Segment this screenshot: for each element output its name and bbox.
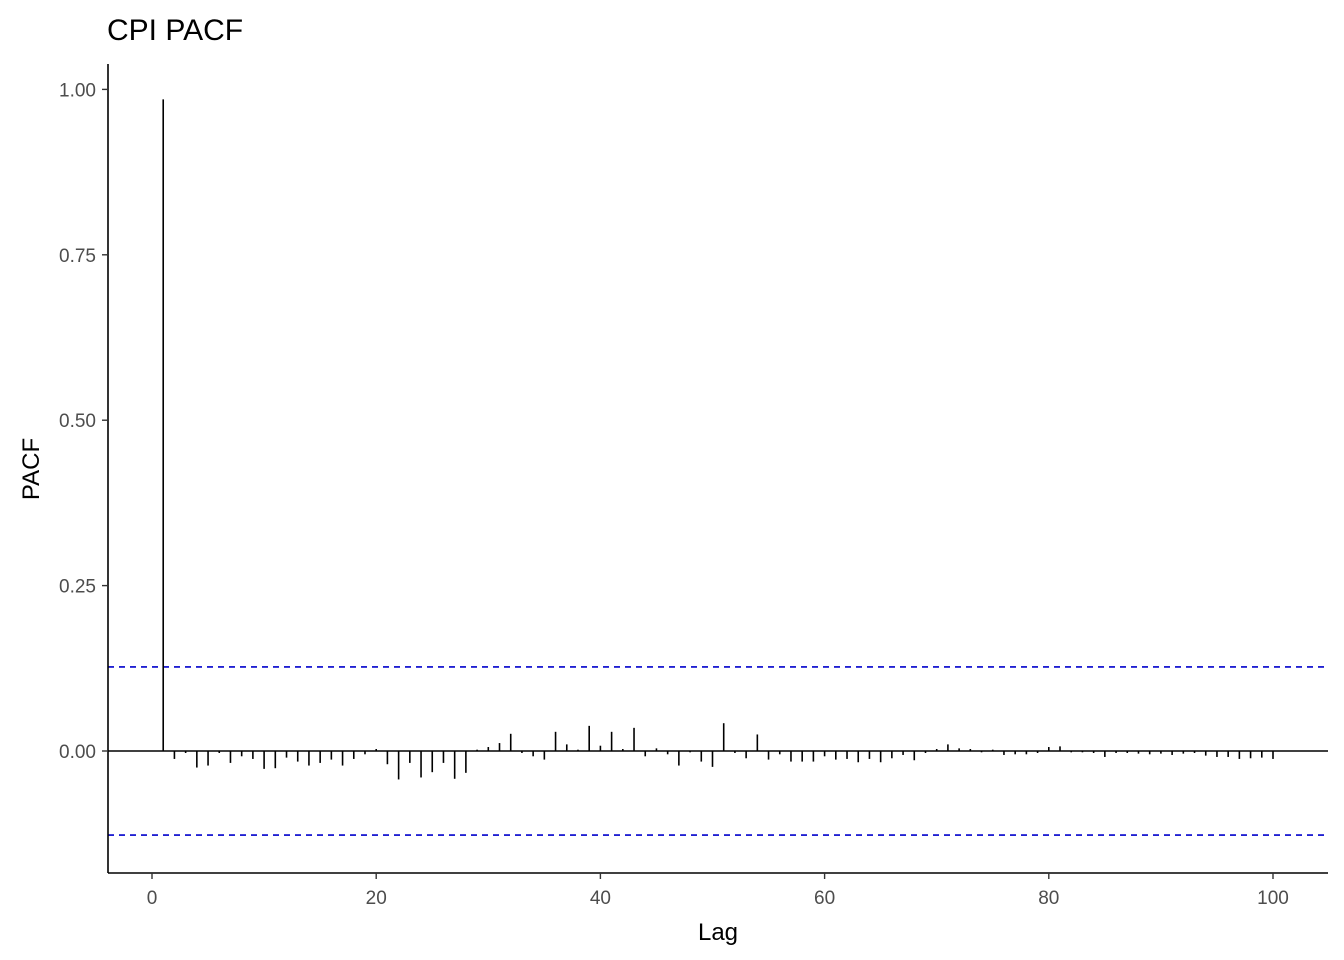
y-tick-label: 0.50 — [59, 411, 96, 432]
x-tick-label: 80 — [1038, 888, 1059, 909]
y-axis-title: PACF — [18, 438, 45, 500]
y-tick-label: 0.25 — [59, 577, 96, 598]
x-tick-label: 60 — [814, 888, 835, 909]
y-tick-label: 0.00 — [59, 742, 96, 763]
x-tick-label: 40 — [590, 888, 611, 909]
x-axis-title: Lag — [698, 919, 738, 946]
x-tick-label: 100 — [1257, 888, 1289, 909]
y-tick-label: 0.75 — [59, 246, 96, 267]
chart-title: CPI PACF — [107, 14, 243, 47]
plot-area: 0.00 0.25 0.50 0.75 1.00 0 20 40 60 80 100 — [59, 64, 1328, 909]
x-tick-label: 0 — [147, 888, 158, 909]
y-tick-label: 1.00 — [59, 80, 96, 101]
x-tick-label: 20 — [366, 888, 387, 909]
